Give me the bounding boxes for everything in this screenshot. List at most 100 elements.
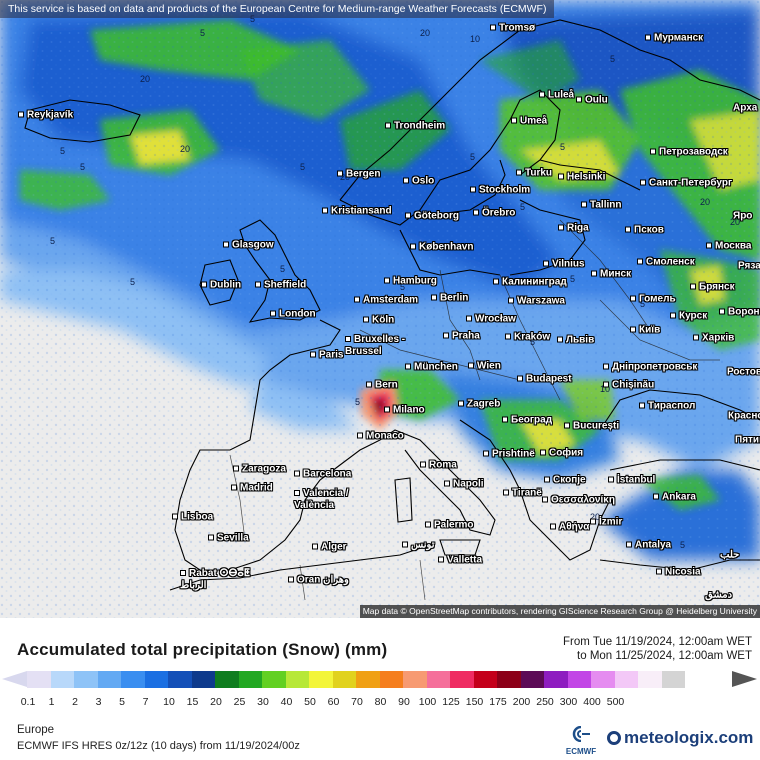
- colorbar-ticks: 0.1 1 2 3 5 7 10 15 20 25 30 40 50 60 70 80 90 100 125 150 1…: [0, 696, 760, 710]
- meteologix-logo[interactable]: meteologix.com: [607, 728, 753, 748]
- colorbar-tick-label: 200: [512, 696, 531, 708]
- city-label: Alger: [312, 542, 347, 553]
- contour-label: 10: [470, 34, 480, 44]
- city-label: Арха: [733, 102, 758, 114]
- city-label: Trondheim: [385, 121, 445, 132]
- region-label: Europe: [17, 724, 55, 736]
- colorbar-tick-label: 50: [304, 696, 316, 708]
- contour-label: 5: [80, 162, 85, 172]
- city-label: Milano: [384, 405, 425, 416]
- contour-label: 5: [200, 28, 205, 38]
- city-label: Київ: [630, 325, 660, 336]
- city-label: Псков: [625, 225, 664, 236]
- contour-label: 5: [610, 54, 615, 64]
- city-label: Berlin: [431, 293, 468, 304]
- colorbar-swatch: [74, 671, 98, 688]
- city-label: Helsinki: [558, 172, 605, 183]
- map-canvas[interactable]: 5 5 20 10 20 5 5 5 5 20 5 20 5 5 20 5 5 …: [0, 0, 760, 618]
- colorbar-tick-label: 1: [48, 696, 55, 708]
- contour-label: 5: [60, 146, 65, 156]
- colorbar-swatch: [473, 671, 497, 688]
- colorbar-tick-label: 60: [327, 696, 340, 708]
- city-label: Warszawa: [508, 296, 565, 307]
- contour-label: 5: [250, 14, 255, 24]
- city-label: Минск: [591, 269, 631, 280]
- city-label: London: [270, 309, 316, 320]
- city-label: Dublin: [201, 280, 241, 291]
- city-label: Hamburg: [384, 276, 437, 287]
- city-label: Oslo: [403, 176, 434, 187]
- colorbar-tick-label: 2: [72, 696, 78, 708]
- contour-label: 20: [730, 217, 740, 227]
- time-range: From Tue 11/19/2024, 12:00am WET to Mon …: [563, 635, 752, 663]
- city-label: Дніпропетровськ: [603, 362, 697, 373]
- city-label: Θεσσαλονίκη: [542, 495, 615, 506]
- city-label: Barcelona: [294, 469, 351, 480]
- contour-label: 5: [400, 282, 405, 292]
- city-label: Tiranë: [503, 488, 542, 499]
- meteologix-brand: meteologix.com: [624, 728, 754, 747]
- city-label: Köln: [363, 315, 394, 326]
- colorbar-swatch: [50, 671, 74, 688]
- city-label: München: [405, 362, 458, 373]
- colorbar-swatch: [591, 671, 615, 688]
- colorbar-tick-label: 7: [142, 696, 149, 708]
- colorbar-swatch: [356, 671, 380, 688]
- city-label: Tallinn: [581, 200, 621, 211]
- city-label: Курск: [670, 311, 707, 322]
- ecmwf-logo-text: ECMWF: [565, 747, 597, 756]
- city-label: Wien: [468, 361, 501, 372]
- city-label: Praha: [443, 331, 480, 342]
- colorbar-swatch: [144, 671, 168, 688]
- city-label: Zagreb: [458, 399, 500, 410]
- city-label: Nicosia: [656, 567, 701, 578]
- colorbar-tick-label: 175: [489, 696, 507, 708]
- city-label: København: [410, 242, 473, 253]
- colorbar-tick-label: 70: [351, 696, 363, 708]
- colorbar-tick-label: 300: [559, 696, 578, 708]
- colorbar: [27, 671, 685, 688]
- colorbar-min-arrow: [2, 671, 27, 687]
- contour-label: 20: [140, 74, 150, 84]
- city-label: Prishtinë: [483, 449, 535, 460]
- ecmwf-logo: ECMWF: [560, 725, 602, 756]
- city-label: Bern: [366, 380, 398, 391]
- contour-label: 5: [560, 142, 565, 152]
- city-label: Харків: [693, 333, 734, 344]
- city-label: Reykjavík: [18, 110, 73, 121]
- colorbar-swatch: [262, 671, 286, 688]
- city-label: Москва: [706, 241, 751, 252]
- city-label: București: [564, 421, 619, 432]
- colorbar-swatch: [215, 671, 239, 688]
- time-range-to: to Mon 11/25/2024, 12:00am WET: [577, 650, 752, 662]
- ecmwf-data-notice: This service is based on data and produc…: [0, 0, 555, 18]
- colorbar-tick-label: 20: [210, 696, 222, 708]
- city-label: Lisboa: [172, 512, 213, 523]
- city-label: Oran وهران: [288, 575, 349, 586]
- contour-label: 5: [520, 202, 525, 212]
- colorbar-swatch: [27, 671, 51, 688]
- city-label: Воронеж: [719, 307, 760, 318]
- city-label: Valencia / València: [294, 488, 356, 512]
- colorbar-swatch: [638, 671, 662, 688]
- precipitation-map[interactable]: 5 5 20 10 20 5 5 5 5 20 5 20 5 5 20 5 5 …: [0, 0, 760, 618]
- city-label: Roma: [420, 460, 457, 471]
- colorbar-tick-label: 100: [418, 696, 437, 708]
- colorbar-swatch: [497, 671, 521, 688]
- city-label: Sevilla: [208, 533, 249, 544]
- colorbar-tick-label: 125: [442, 696, 460, 708]
- city-label: Kristiansand: [322, 206, 392, 217]
- city-label: Львів: [557, 335, 594, 346]
- city-label: Гомель: [630, 294, 676, 305]
- colorbar-tick-label: 10: [163, 696, 175, 708]
- city-label: Glasgow: [223, 240, 274, 251]
- city-label: Luleå: [539, 90, 574, 101]
- contour-label: 5: [355, 397, 360, 407]
- city-label: Kraków: [505, 332, 550, 343]
- legend-title: Accumulated total precipitation (Snow) (…: [17, 640, 388, 659]
- city-label: Paris: [310, 350, 343, 361]
- colorbar-max-arrow: [732, 671, 757, 687]
- contour-label: 5: [570, 274, 575, 284]
- city-label: Bergen: [337, 169, 380, 180]
